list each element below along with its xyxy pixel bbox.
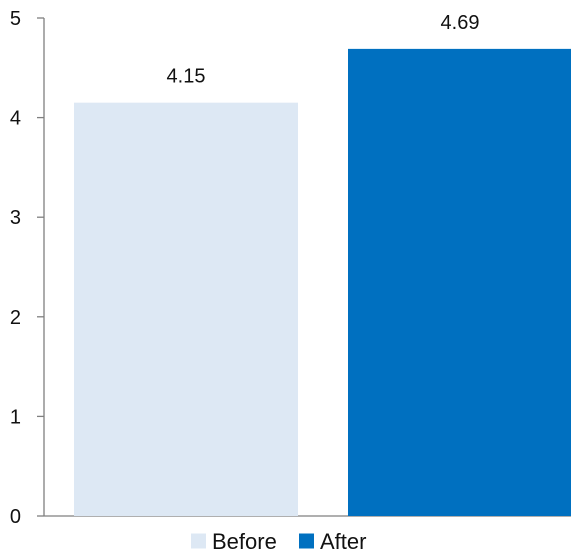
bar-before [74,102,298,516]
data-label-before: 4.15 [167,66,206,88]
legend-label-before: Before [212,529,277,554]
data-label-after: 4.69 [441,12,480,34]
y-tick-label: 4 [10,108,21,130]
data-label-layer: 4.15 4.69 [167,12,480,88]
y-tick-label: 5 [10,8,21,30]
y-tick-label: 3 [10,207,21,229]
y-tick-label: 2 [10,307,21,329]
legend-swatch-after [299,533,314,549]
y-tick-label: 0 [10,506,21,528]
bar-layer [74,48,571,516]
y-tick-label: 1 [10,406,21,428]
bar-after [348,48,571,516]
legend-label-after: After [320,529,366,554]
legend-swatch-before [191,533,206,549]
legend: Before After [191,529,366,554]
